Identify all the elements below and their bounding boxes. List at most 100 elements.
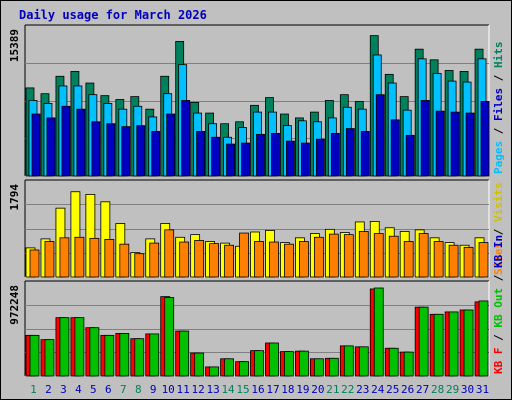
legend-entry: Visits (492, 182, 505, 222)
bar-kb-in (179, 330, 190, 377)
legend-entry: Hits (492, 42, 505, 69)
bar-sites (299, 241, 309, 278)
x-tick-label: 15 (236, 383, 249, 396)
bar-sites (74, 236, 85, 278)
bar-kb-in (224, 358, 234, 377)
y-max-label-visits: 1794 (8, 184, 21, 211)
bar-sites (313, 236, 324, 278)
bar-sites (269, 241, 279, 278)
x-tick-label: 27 (416, 383, 429, 396)
bar-pages (405, 134, 415, 177)
x-tick-label: 31 (476, 383, 489, 396)
bar-sites (478, 242, 489, 278)
x-tick-label: 6 (105, 383, 112, 396)
x-tick-label: 21 (326, 383, 339, 396)
bar-kb-in (149, 333, 160, 377)
bar-kb-in (299, 350, 309, 377)
legend: Sites / Visits (492, 182, 505, 275)
x-tick-label: 2 (45, 383, 52, 396)
bar-kb-in (74, 317, 85, 377)
x-tick-label: 7 (120, 383, 127, 396)
bar-sites (373, 233, 384, 278)
bar-sites (284, 243, 294, 278)
bar-kb-in (418, 306, 429, 377)
y-max-label-hits: 15389 (8, 29, 21, 62)
bar-pages (76, 108, 86, 177)
bar-kb-in (313, 358, 324, 377)
x-tick-label: 11 (177, 383, 190, 396)
bar-sites (44, 241, 55, 278)
bar-pages (286, 140, 295, 177)
bar-kb-in (194, 352, 205, 377)
bar-pages (360, 131, 370, 177)
bar-pages (271, 132, 280, 177)
bar-pages (151, 131, 161, 177)
bar-sites (403, 241, 414, 278)
legend-entry: Files (492, 88, 505, 121)
x-tick-label: 17 (266, 383, 279, 396)
bar-kb-in (134, 338, 145, 377)
x-tick-label: 10 (162, 383, 175, 396)
bar-pages (106, 123, 116, 177)
bar-pages (211, 136, 221, 177)
bar-sites (239, 232, 249, 278)
bar-pages (241, 142, 250, 177)
x-tick-label: 28 (431, 383, 444, 396)
bar-kb-in (44, 339, 55, 377)
bar-pages (390, 119, 400, 177)
bar-kb-in (463, 309, 474, 377)
x-tick-label: 24 (371, 383, 385, 396)
bar-pages (136, 125, 146, 177)
bar-kb-in (239, 361, 249, 377)
legend-entry: KB F (492, 348, 505, 375)
legend: KB F / KB Out / KB In (492, 235, 505, 374)
bar-pages (450, 111, 460, 177)
x-tick-label: 13 (206, 383, 219, 396)
bar-pages (196, 131, 206, 177)
x-tick-label: 25 (386, 383, 399, 396)
bar-sites (119, 243, 130, 278)
bar-sites (418, 233, 429, 278)
bar-kb-in (478, 300, 489, 377)
bar-sites (134, 253, 145, 278)
bar-pages (480, 101, 490, 177)
bar-pages (46, 117, 56, 177)
bar-pages (315, 138, 325, 177)
bar-sites (433, 241, 444, 278)
x-tick-label: 14 (221, 383, 235, 396)
bar-sites (194, 240, 205, 278)
bar-kb-in (209, 366, 220, 377)
bar-kb-in (448, 311, 459, 377)
bar-sites (179, 241, 190, 278)
bar-sites (358, 231, 369, 278)
bar-sites (209, 243, 220, 278)
bar-sites (104, 239, 115, 278)
legend-entry: Pages (492, 141, 505, 174)
legend-entry: KB In (492, 235, 505, 268)
x-tick-label: 4 (75, 383, 82, 396)
bar-sites (448, 244, 459, 278)
bar-sites (343, 234, 354, 278)
x-tick-label: 29 (446, 383, 459, 396)
bar-pages (435, 110, 445, 177)
bar-pages (345, 128, 355, 177)
bar-kb-in (343, 345, 354, 377)
x-tick-label: 20 (311, 383, 324, 396)
bar-pages (121, 126, 131, 177)
bar-kb-in (104, 334, 115, 377)
bar-kb-in (119, 333, 130, 377)
bar-kb-in (433, 313, 444, 377)
bar-sites (29, 249, 40, 278)
bar-kb-in (284, 351, 294, 377)
bar-sites (149, 242, 160, 278)
bar-sites (463, 246, 474, 278)
bar-pages (31, 113, 41, 177)
x-tick-label: 12 (192, 383, 205, 396)
legend-entry: KB Out (492, 288, 505, 328)
bar-pages (330, 132, 340, 177)
bar-kb-in (164, 297, 175, 377)
bar-pages (256, 133, 265, 177)
bar-pages (181, 100, 191, 177)
bar-kb-in (29, 334, 40, 377)
bar-sites (328, 233, 339, 278)
